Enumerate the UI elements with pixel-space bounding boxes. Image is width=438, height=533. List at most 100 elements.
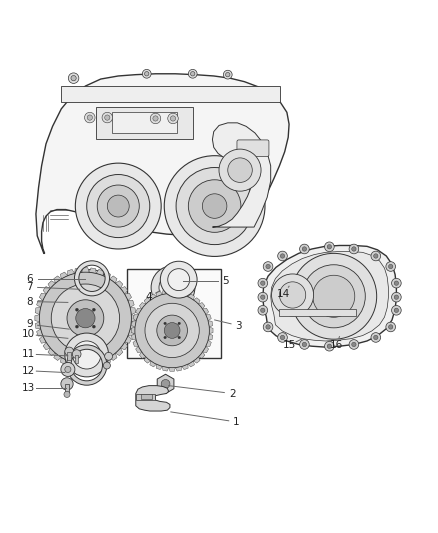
Polygon shape bbox=[203, 308, 208, 314]
Circle shape bbox=[160, 261, 197, 298]
Circle shape bbox=[263, 262, 273, 271]
Polygon shape bbox=[188, 294, 194, 300]
Polygon shape bbox=[54, 353, 61, 360]
Polygon shape bbox=[67, 269, 74, 276]
Polygon shape bbox=[162, 290, 169, 295]
Circle shape bbox=[278, 251, 287, 261]
Polygon shape bbox=[156, 364, 162, 369]
Circle shape bbox=[92, 325, 95, 328]
Circle shape bbox=[135, 293, 209, 368]
Polygon shape bbox=[212, 123, 271, 227]
Circle shape bbox=[178, 336, 180, 338]
Polygon shape bbox=[43, 287, 50, 294]
Circle shape bbox=[302, 247, 307, 251]
Polygon shape bbox=[37, 329, 43, 336]
Circle shape bbox=[102, 112, 113, 123]
Text: 15: 15 bbox=[283, 341, 296, 350]
Circle shape bbox=[386, 322, 396, 332]
Circle shape bbox=[72, 350, 81, 359]
Polygon shape bbox=[125, 336, 131, 343]
Polygon shape bbox=[82, 364, 89, 369]
Circle shape bbox=[349, 340, 359, 349]
Circle shape bbox=[374, 254, 378, 258]
Circle shape bbox=[105, 115, 110, 120]
Circle shape bbox=[69, 276, 111, 318]
Circle shape bbox=[145, 71, 149, 76]
Circle shape bbox=[278, 333, 287, 342]
Polygon shape bbox=[39, 293, 46, 301]
Text: 16: 16 bbox=[330, 341, 343, 350]
Circle shape bbox=[258, 292, 268, 302]
Circle shape bbox=[157, 315, 187, 346]
Circle shape bbox=[191, 71, 195, 76]
Circle shape bbox=[153, 116, 158, 121]
FancyBboxPatch shape bbox=[237, 140, 269, 157]
Polygon shape bbox=[203, 346, 208, 353]
Polygon shape bbox=[60, 272, 68, 279]
Circle shape bbox=[161, 379, 170, 388]
Circle shape bbox=[394, 281, 399, 285]
Circle shape bbox=[97, 185, 139, 227]
Circle shape bbox=[327, 344, 332, 349]
Circle shape bbox=[176, 167, 253, 245]
Circle shape bbox=[85, 112, 95, 123]
Circle shape bbox=[105, 352, 113, 360]
Polygon shape bbox=[139, 303, 146, 309]
Polygon shape bbox=[110, 276, 117, 283]
Circle shape bbox=[72, 270, 110, 307]
Text: 2: 2 bbox=[229, 389, 236, 399]
Circle shape bbox=[325, 242, 334, 252]
Circle shape bbox=[170, 116, 176, 121]
Circle shape bbox=[65, 366, 71, 373]
Circle shape bbox=[226, 72, 230, 77]
Text: 8: 8 bbox=[26, 296, 33, 306]
Text: 11: 11 bbox=[22, 349, 35, 359]
Polygon shape bbox=[182, 291, 188, 297]
Polygon shape bbox=[131, 327, 135, 334]
Circle shape bbox=[272, 274, 314, 316]
Circle shape bbox=[392, 278, 401, 288]
Circle shape bbox=[103, 362, 110, 369]
Circle shape bbox=[159, 273, 187, 302]
Polygon shape bbox=[130, 322, 136, 329]
Polygon shape bbox=[263, 246, 396, 347]
Polygon shape bbox=[150, 361, 156, 367]
Polygon shape bbox=[198, 352, 205, 358]
Circle shape bbox=[392, 292, 401, 302]
Circle shape bbox=[51, 284, 120, 352]
Bar bbox=[96, 107, 193, 140]
Circle shape bbox=[87, 174, 150, 238]
Polygon shape bbox=[156, 291, 162, 297]
Polygon shape bbox=[125, 293, 131, 301]
Circle shape bbox=[371, 251, 381, 261]
Circle shape bbox=[164, 156, 265, 256]
Bar bbox=[61, 86, 280, 102]
Polygon shape bbox=[89, 363, 96, 368]
Circle shape bbox=[389, 264, 393, 269]
Polygon shape bbox=[206, 314, 211, 321]
Text: 3: 3 bbox=[235, 321, 242, 330]
Circle shape bbox=[291, 253, 377, 339]
Polygon shape bbox=[39, 336, 46, 343]
Circle shape bbox=[352, 342, 356, 346]
Polygon shape bbox=[74, 363, 82, 368]
Polygon shape bbox=[60, 358, 68, 364]
Polygon shape bbox=[131, 314, 136, 322]
Bar bbox=[75, 355, 78, 363]
Circle shape bbox=[266, 325, 270, 329]
Circle shape bbox=[67, 300, 104, 336]
Circle shape bbox=[327, 245, 332, 249]
Text: 1: 1 bbox=[233, 417, 240, 427]
Polygon shape bbox=[128, 300, 134, 308]
Polygon shape bbox=[144, 357, 151, 363]
Polygon shape bbox=[120, 342, 128, 350]
Polygon shape bbox=[82, 268, 89, 272]
Polygon shape bbox=[175, 290, 182, 295]
Polygon shape bbox=[182, 364, 188, 369]
Polygon shape bbox=[67, 361, 74, 367]
Bar bbox=[136, 393, 155, 400]
Circle shape bbox=[258, 278, 268, 288]
Circle shape bbox=[261, 295, 265, 300]
Polygon shape bbox=[136, 346, 141, 353]
Text: 12: 12 bbox=[22, 366, 35, 376]
